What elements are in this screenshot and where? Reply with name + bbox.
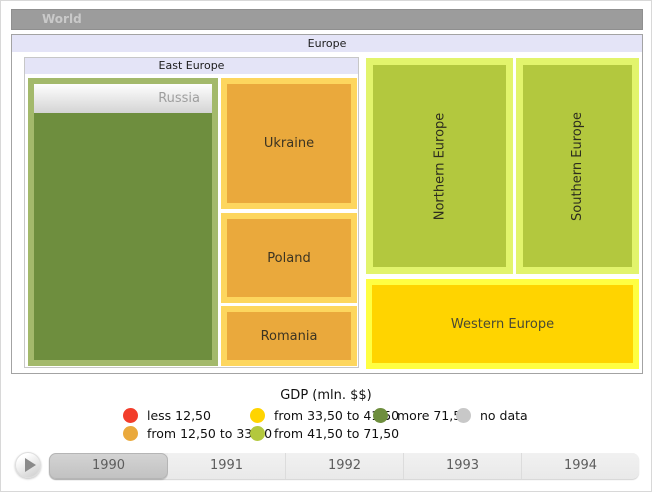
legend-item-label: more 71,50 (397, 407, 470, 423)
legend-title: GDP (mln. $$) (280, 388, 372, 403)
legend-item-label: less 12,50 (147, 407, 211, 423)
legend-item-no-data[interactable]: no data (456, 407, 528, 423)
treemap-header-europe[interactable]: Europe (12, 35, 642, 52)
treemap-tile-russia[interactable]: Russia (28, 78, 218, 366)
treemap-group-europe: Europe East Europe Russia Ukraine Poland… (11, 34, 643, 374)
play-icon (24, 458, 36, 472)
legend-color-dot (373, 407, 388, 423)
year-segment-1994[interactable]: 1994 (522, 453, 639, 479)
timeline-year-strip: 1990 1991 1992 1993 1994 (49, 453, 639, 479)
treemap-tile-northern-europe[interactable]: Northern Europe (366, 58, 513, 274)
treemap-tile-russia-header[interactable]: Russia (34, 84, 212, 113)
legend-color-dot (250, 407, 265, 423)
legend-color-dot (250, 425, 265, 441)
legend-item-label: from 12,50 to 33,50 (147, 425, 273, 441)
year-segment-1991[interactable]: 1991 (168, 453, 286, 479)
legend-item-label: no data (480, 407, 528, 423)
legend-item-more[interactable]: more 71,50 (373, 407, 469, 423)
tile-label: Ukraine (263, 136, 315, 151)
legend-item-41-71[interactable]: from 41,50 to 71,50 (250, 425, 399, 441)
treemap-header-east-europe[interactable]: East Europe (25, 58, 358, 74)
treemap-tile-romania[interactable]: Romania (221, 306, 357, 366)
year-segment-1990[interactable]: 1990 (49, 453, 168, 479)
treemap-tile-western-europe[interactable]: Western Europe (366, 279, 639, 369)
treemap-group-east-europe: East Europe Russia Ukraine Poland Romani… (24, 57, 359, 368)
treemap-tile-ukraine[interactable]: Ukraine (221, 78, 357, 209)
tile-label: Southern Europe (569, 111, 585, 221)
tile-label: Romania (260, 328, 318, 344)
tile-label: Poland (267, 250, 311, 266)
legend-item-12-33[interactable]: from 12,50 to 33,50 (123, 425, 272, 441)
year-segment-1992[interactable]: 1992 (286, 453, 404, 479)
tile-label: Western Europe (450, 316, 555, 332)
treemap-tile-southern-europe[interactable]: Southern Europe (516, 58, 639, 274)
legend-item-label: from 41,50 to 71,50 (274, 425, 400, 441)
legend-color-dot (123, 425, 138, 441)
legend-item-33-41[interactable]: from 33,50 to 41,50 (250, 407, 399, 423)
legend-item-label: from 33,50 to 41,50 (274, 407, 400, 423)
legend-item-less[interactable]: less 12,50 (123, 407, 211, 423)
tile-label: Northern Europe (432, 112, 447, 220)
legend-color-dot (456, 407, 471, 423)
year-segment-1993[interactable]: 1993 (404, 453, 522, 479)
breadcrumb-world-button[interactable]: World (11, 9, 643, 30)
play-button[interactable] (15, 452, 41, 478)
legend-color-dot (123, 407, 138, 423)
treemap-tile-poland[interactable]: Poland (221, 213, 357, 303)
